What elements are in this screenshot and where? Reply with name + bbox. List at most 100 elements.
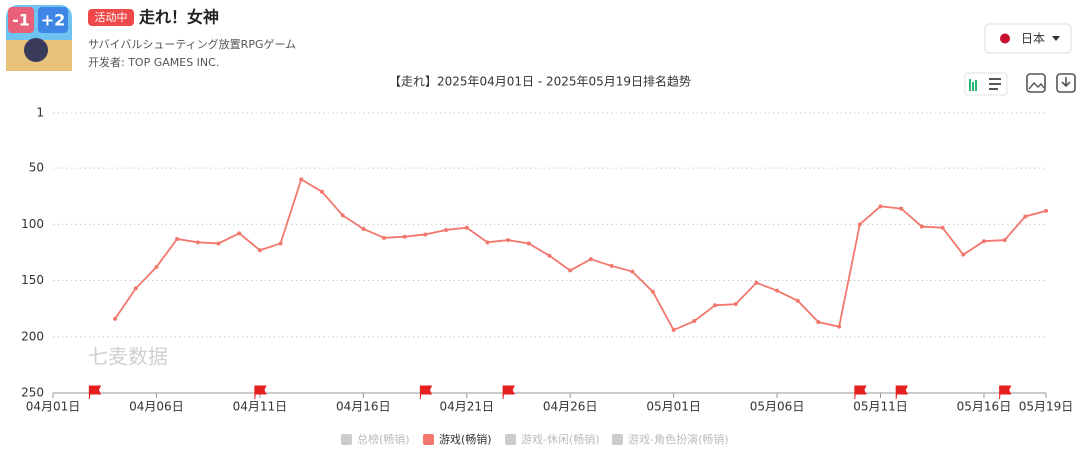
point bbox=[961, 252, 966, 257]
point bbox=[299, 177, 304, 182]
point bbox=[878, 204, 883, 209]
point bbox=[609, 263, 614, 268]
x-tick-label: 05月01日 bbox=[646, 400, 701, 414]
event-flag bbox=[999, 385, 1012, 399]
point bbox=[402, 234, 407, 239]
point bbox=[837, 324, 842, 329]
point bbox=[382, 235, 386, 240]
point bbox=[588, 257, 593, 262]
legend-swatch bbox=[423, 434, 434, 445]
line bbox=[114, 177, 1047, 332]
image-icon bbox=[1028, 81, 1045, 90]
event-flag bbox=[88, 385, 102, 399]
point bbox=[733, 302, 738, 307]
point bbox=[195, 240, 200, 245]
status-badge: 活动中 bbox=[95, 11, 128, 24]
point bbox=[506, 238, 511, 243]
caret bbox=[1052, 36, 1060, 41]
x-tick-label: 04月21日 bbox=[439, 400, 494, 414]
developer: 开发者: TOP GAMES INC. bbox=[88, 55, 219, 69]
download-button[interactable] bbox=[1056, 73, 1076, 93]
point bbox=[216, 241, 221, 246]
point bbox=[692, 319, 697, 324]
point bbox=[154, 265, 159, 270]
country-label: 日本 bbox=[1021, 32, 1045, 46]
y-tick-label: 250 bbox=[21, 386, 44, 400]
x-tick-label: 04月06日 bbox=[129, 400, 184, 414]
y-tick-label: 150 bbox=[21, 273, 44, 287]
event-flag bbox=[419, 385, 433, 399]
status-badge-bg bbox=[88, 9, 134, 26]
download-icon bbox=[1061, 77, 1071, 88]
x-tick-label: 04月11日 bbox=[233, 400, 288, 414]
x-tick-label: 04月16日 bbox=[336, 400, 391, 414]
icon-badge-bg bbox=[38, 7, 68, 33]
chart-icon bbox=[969, 79, 977, 91]
x-tick-label: 04月26日 bbox=[543, 400, 598, 414]
point bbox=[671, 328, 676, 333]
point bbox=[981, 239, 986, 244]
legend-label[interactable]: 总榜(畅销) bbox=[357, 432, 410, 446]
point bbox=[113, 316, 118, 321]
y-tick-label: 50 bbox=[29, 161, 44, 175]
point bbox=[754, 280, 759, 285]
app-icon: -1 +2 bbox=[6, 5, 72, 71]
flag-jp bbox=[1000, 33, 1010, 44]
x-tick-label: 04月01日 bbox=[26, 400, 81, 414]
chart-title: 【走れ】2025年04月01日 - 2025年05月19日排名趋势 bbox=[389, 74, 691, 89]
point bbox=[175, 236, 180, 241]
point bbox=[340, 213, 345, 218]
icon-badge: +2 bbox=[41, 11, 66, 30]
point bbox=[857, 222, 862, 227]
toolbar bbox=[964, 72, 1076, 96]
y-tick-label: 200 bbox=[21, 329, 44, 343]
point bbox=[630, 269, 635, 274]
x-tick-label: 05月19日 bbox=[1019, 400, 1074, 414]
point bbox=[568, 268, 573, 273]
icon-badge: -1 bbox=[12, 11, 30, 30]
icon-badge-bg bbox=[8, 7, 34, 33]
legend-label[interactable]: 游戏-休闲(畅销) bbox=[521, 432, 600, 446]
image-button[interactable] bbox=[1026, 73, 1046, 93]
point bbox=[1044, 208, 1048, 213]
point bbox=[1023, 214, 1028, 219]
country-select[interactable]: 日本 bbox=[984, 23, 1072, 54]
point bbox=[775, 288, 780, 293]
point bbox=[547, 253, 552, 258]
y-tick-label: 1 bbox=[36, 106, 44, 120]
point bbox=[464, 225, 469, 230]
point bbox=[423, 232, 428, 237]
point bbox=[795, 298, 800, 303]
legend-label[interactable]: 游戏-角色扮演(畅销) bbox=[628, 432, 729, 446]
point bbox=[257, 248, 262, 253]
event-flag bbox=[854, 385, 867, 399]
point bbox=[361, 226, 366, 231]
x-tick-label: 05月06日 bbox=[750, 400, 805, 414]
point bbox=[319, 189, 324, 194]
legend-swatch bbox=[341, 434, 352, 445]
point bbox=[919, 224, 924, 229]
point bbox=[444, 227, 449, 232]
app-subtitle: サバイバルシューティング放置RPGゲーム bbox=[88, 37, 296, 51]
select-box[interactable] bbox=[984, 23, 1072, 54]
point bbox=[526, 241, 531, 246]
icon-figure bbox=[24, 38, 48, 62]
list-icon bbox=[989, 78, 1001, 90]
legend-label[interactable]: 游戏(畅销) bbox=[439, 432, 492, 446]
legend-swatch bbox=[612, 434, 623, 445]
point bbox=[650, 289, 655, 294]
y-tick-label: 100 bbox=[21, 217, 44, 231]
point bbox=[940, 225, 945, 230]
event-flag bbox=[254, 385, 267, 399]
event-flag bbox=[895, 385, 908, 399]
x-tick-label: 05月11日 bbox=[853, 400, 908, 414]
point bbox=[278, 241, 283, 246]
point bbox=[133, 286, 138, 291]
point bbox=[237, 231, 242, 236]
watermark: 七麦数据 bbox=[88, 345, 168, 369]
point bbox=[816, 320, 821, 325]
app-title: 走れ！女神 bbox=[138, 8, 219, 27]
point bbox=[899, 206, 904, 211]
